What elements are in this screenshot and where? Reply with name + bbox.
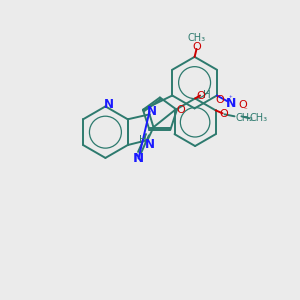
Text: O: O: [192, 42, 201, 52]
Text: N: N: [103, 98, 113, 111]
Text: CH₃: CH₃: [249, 113, 268, 123]
Text: O: O: [219, 109, 228, 119]
Text: N: N: [133, 152, 144, 165]
Text: N: N: [146, 105, 157, 118]
Text: H: H: [203, 89, 211, 100]
Text: ⁺: ⁺: [229, 96, 232, 102]
Text: O: O: [197, 91, 206, 100]
Text: N: N: [226, 97, 236, 110]
Text: N: N: [145, 138, 154, 151]
Text: CH₃: CH₃: [188, 33, 206, 43]
Text: O: O: [238, 100, 247, 110]
Text: O: O: [215, 95, 224, 106]
Text: O: O: [176, 105, 185, 115]
Text: CH₂: CH₂: [236, 113, 253, 123]
Text: H: H: [139, 135, 146, 145]
Text: ⁻: ⁻: [244, 107, 248, 113]
